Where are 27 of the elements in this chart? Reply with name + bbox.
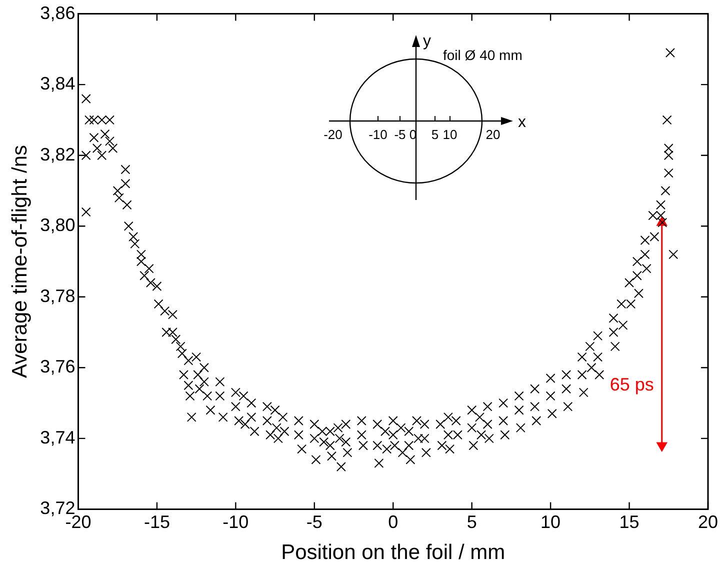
- y-tick-label: 3,86: [40, 2, 76, 23]
- y-tick-label: 3,76: [40, 356, 76, 377]
- y-tick-label: 3,78: [40, 286, 76, 306]
- y-tick-label: 3,74: [40, 427, 76, 448]
- annotation: x: [518, 114, 526, 131]
- annotation: y: [423, 33, 431, 50]
- x-tick-label: 20: [698, 512, 718, 532]
- x-tick-label: 5: [466, 512, 477, 532]
- x-tick-label: 15: [619, 512, 640, 532]
- x-tick-label: -5: [306, 512, 322, 532]
- x-tick-label: -10: [222, 512, 249, 532]
- x-axis-title: Position on the foil / mm: [281, 541, 506, 564]
- y-axis-title: Average time-of-flight /ns: [8, 144, 32, 378]
- x-tick-label: 0: [388, 512, 398, 532]
- annotation: -20: [324, 127, 342, 142]
- y-tick-label: 3,82: [40, 144, 76, 164]
- annotation: 65 ps: [610, 374, 654, 394]
- y-tick-label: 3,84: [40, 74, 76, 94]
- annotation: 5: [431, 127, 439, 142]
- x-tick-label: -15: [144, 512, 170, 532]
- y-tick-label: 3,80: [40, 215, 76, 236]
- annotation: -10: [368, 127, 388, 142]
- annotation: 10: [442, 127, 458, 142]
- annotation: foil Ø 40 mm: [443, 47, 522, 63]
- annotation: -5: [394, 127, 406, 142]
- x-tick-label: 10: [540, 512, 561, 532]
- annotation: 20: [486, 127, 500, 142]
